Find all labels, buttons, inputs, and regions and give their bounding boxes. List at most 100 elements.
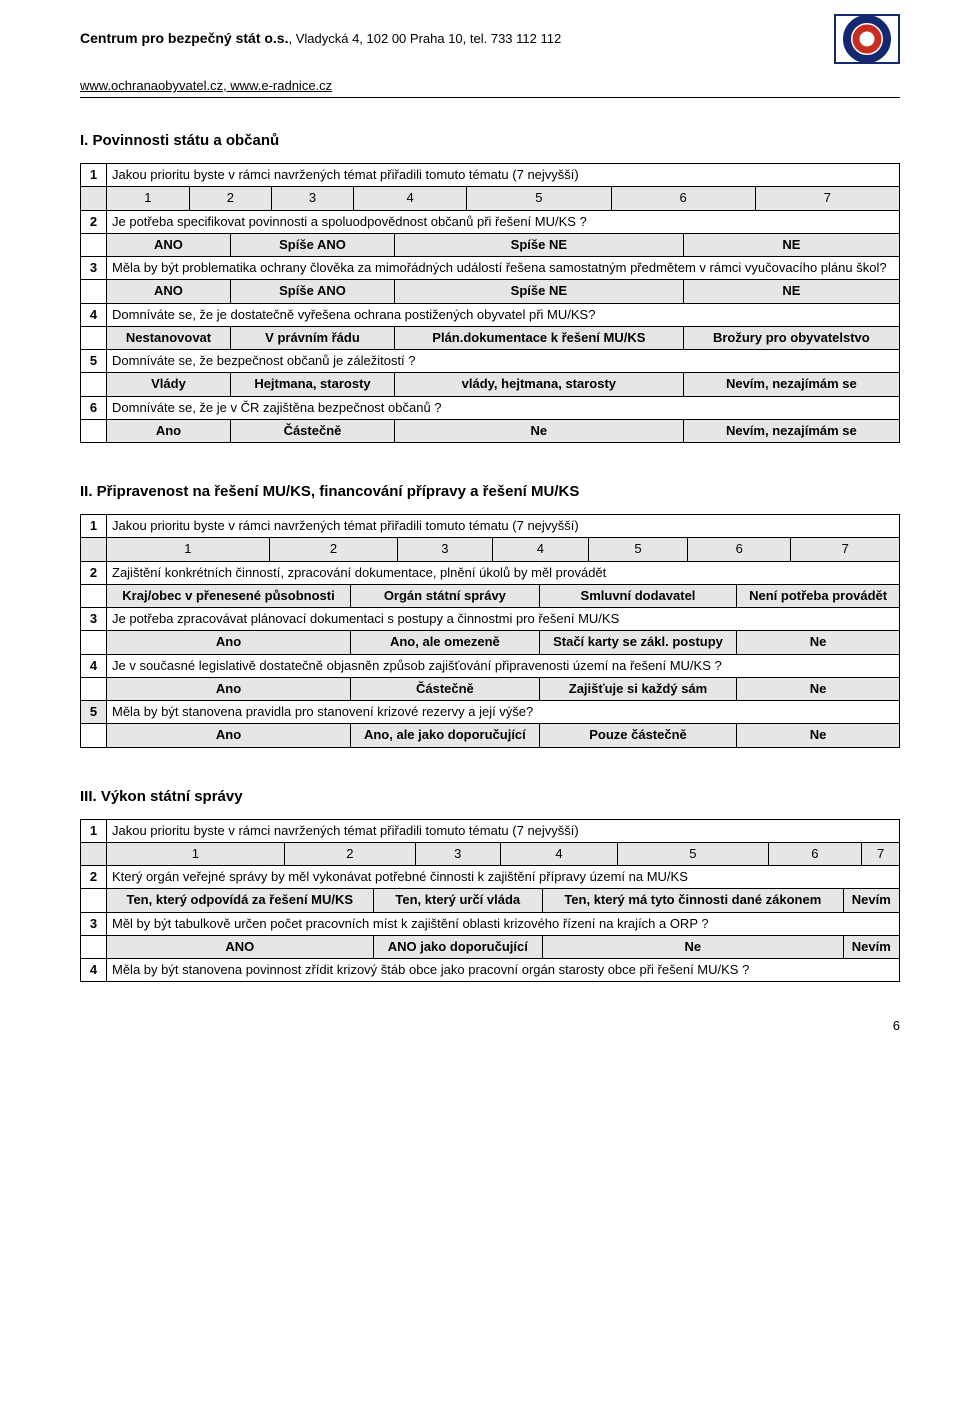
opt[interactable]: ANO jako doporučující <box>373 935 543 958</box>
q-num: 1 <box>81 819 107 842</box>
scale-cell[interactable]: 1 <box>107 538 270 561</box>
opt[interactable]: Ne <box>737 677 900 700</box>
scale-cell[interactable]: 5 <box>618 842 768 865</box>
scale-cell[interactable]: 6 <box>768 842 862 865</box>
q-blank <box>81 187 107 210</box>
q-text: Měla by být stanovena povinnost zřídit k… <box>107 959 900 982</box>
opt[interactable]: Spíše ANO <box>230 280 394 303</box>
opt[interactable]: Vlády <box>107 373 231 396</box>
section-1-table: 1 Jakou prioritu byste v rámci navrženýc… <box>80 163 900 443</box>
opt[interactable]: Ano, ale omezeně <box>351 631 540 654</box>
logo <box>834 14 900 64</box>
q-text: Měl by být tabulkově určen počet pracovn… <box>107 912 900 935</box>
opt[interactable]: Ne <box>543 935 844 958</box>
opt[interactable]: V právním řádu <box>230 326 394 349</box>
opt[interactable]: Ne <box>737 724 900 747</box>
scale-cell[interactable]: 1 <box>107 187 190 210</box>
opt[interactable]: NE <box>683 233 899 256</box>
opt[interactable]: Ano <box>107 419 231 442</box>
opt[interactable]: Zajišťuje si každý sám <box>539 677 736 700</box>
section-2-title: II. Připravenost na řešení MU/KS, financ… <box>80 483 900 500</box>
scale-cell[interactable]: 3 <box>398 538 492 561</box>
q-text: Který orgán veřejné správy by měl vykoná… <box>107 866 900 889</box>
opt[interactable]: Brožury pro obyvatelstvo <box>683 326 899 349</box>
logo-icon <box>842 14 892 64</box>
opt[interactable]: NE <box>683 280 899 303</box>
opt[interactable]: Ne <box>394 419 683 442</box>
q-text: Zajištění konkrétních činností, zpracová… <box>107 561 900 584</box>
header-divider <box>80 97 900 98</box>
opt[interactable]: ANO <box>107 280 231 303</box>
opt[interactable]: Ten, který má tyto činnosti dané zákonem <box>543 889 844 912</box>
q-num: 6 <box>81 396 107 419</box>
opt[interactable]: Kraj/obec v přenesené působnosti <box>107 584 351 607</box>
opt[interactable]: Částečně <box>351 677 540 700</box>
opt[interactable]: Ten, který odpovídá za řešení MU/KS <box>107 889 374 912</box>
opt[interactable]: Stačí karty se zákl. postupy <box>539 631 736 654</box>
scale-cell[interactable]: 6 <box>611 187 755 210</box>
opt[interactable]: Částečně <box>230 419 394 442</box>
opt[interactable]: Spíše ANO <box>230 233 394 256</box>
opt[interactable]: Ten, který určí vláda <box>373 889 543 912</box>
scale-cell[interactable]: 6 <box>687 538 791 561</box>
q-num: 4 <box>81 303 107 326</box>
org-addr: , Vladycká 4, 102 00 Praha 10, tel. 733 … <box>288 31 561 46</box>
q-num: 4 <box>81 959 107 982</box>
q-text: Měla by být stanovena pravidla pro stano… <box>107 701 900 724</box>
scale-cell[interactable]: 4 <box>492 538 589 561</box>
org-name: Centrum pro bezpečný stát o.s. <box>80 30 288 46</box>
scale-cell[interactable]: 3 <box>415 842 500 865</box>
q-text: Jakou prioritu byste v rámci navržených … <box>107 819 900 842</box>
scale-cell[interactable]: 7 <box>862 842 900 865</box>
q-num: 4 <box>81 654 107 677</box>
q-text: Domníváte se, že bezpečnost občanů je zá… <box>107 350 900 373</box>
opt[interactable]: Spíše NE <box>394 233 683 256</box>
q-text: Domníváte se, že je dostatečně vyřešena … <box>107 303 900 326</box>
opt[interactable]: Ano <box>107 631 351 654</box>
opt[interactable]: Ano, ale jako doporučující <box>351 724 540 747</box>
opt[interactable]: Smluvní dodavatel <box>539 584 736 607</box>
opt[interactable]: Nevím <box>843 935 899 958</box>
opt[interactable]: Ne <box>737 631 900 654</box>
q-text: Domníváte se, že je v ČR zajištěna bezpe… <box>107 396 900 419</box>
scale-cell[interactable]: 5 <box>589 538 688 561</box>
scale-cell[interactable]: 2 <box>189 187 271 210</box>
scale-cell[interactable]: 1 <box>107 842 285 865</box>
opt[interactable]: vlády, hejtmana, starosty <box>394 373 683 396</box>
scale-cell[interactable]: 2 <box>269 538 397 561</box>
opt[interactable]: ANO <box>107 935 374 958</box>
opt[interactable]: Orgán státní správy <box>351 584 540 607</box>
section-3-title: III. Výkon státní správy <box>80 788 900 805</box>
opt[interactable]: Ano <box>107 724 351 747</box>
q-text: Měla by být problematika ochrany člověka… <box>107 257 900 280</box>
scale-cell[interactable]: 5 <box>467 187 611 210</box>
q-num: 3 <box>81 912 107 935</box>
q-num: 1 <box>81 164 107 187</box>
scale-cell[interactable]: 4 <box>500 842 618 865</box>
q-text: Jakou prioritu byste v rámci navržených … <box>107 515 900 538</box>
opt[interactable]: Nevím, nezajímám se <box>683 373 899 396</box>
opt[interactable]: Ano <box>107 677 351 700</box>
opt[interactable]: Není potřeba provádět <box>737 584 900 607</box>
opt[interactable]: Nevím, nezajímám se <box>683 419 899 442</box>
opt[interactable]: Pouze částečně <box>539 724 736 747</box>
scale-cell[interactable]: 7 <box>755 187 899 210</box>
scale-cell[interactable]: 2 <box>284 842 415 865</box>
scale-cell[interactable]: 7 <box>791 538 900 561</box>
q-num: 3 <box>81 257 107 280</box>
q-num: 5 <box>81 701 107 724</box>
opt[interactable]: Plán.dokumentace k řešení MU/KS <box>394 326 683 349</box>
q-num: 5 <box>81 350 107 373</box>
opt[interactable]: Nestanovovat <box>107 326 231 349</box>
q-text: Je potřeba specifikovat povinnosti a spo… <box>107 210 900 233</box>
scale-cell[interactable]: 3 <box>271 187 353 210</box>
q-num: 1 <box>81 515 107 538</box>
q-num: 2 <box>81 866 107 889</box>
opt[interactable]: ANO <box>107 233 231 256</box>
section-2-table: 1 Jakou prioritu byste v rámci navrženýc… <box>80 514 900 748</box>
opt[interactable]: Spíše NE <box>394 280 683 303</box>
opt[interactable]: Hejtmana, starosty <box>230 373 394 396</box>
scale-cell[interactable]: 4 <box>353 187 466 210</box>
opt[interactable]: Nevím <box>843 889 899 912</box>
header-urls: www.ochranaobyvatel.cz, www.e-radnice.cz <box>80 78 332 93</box>
